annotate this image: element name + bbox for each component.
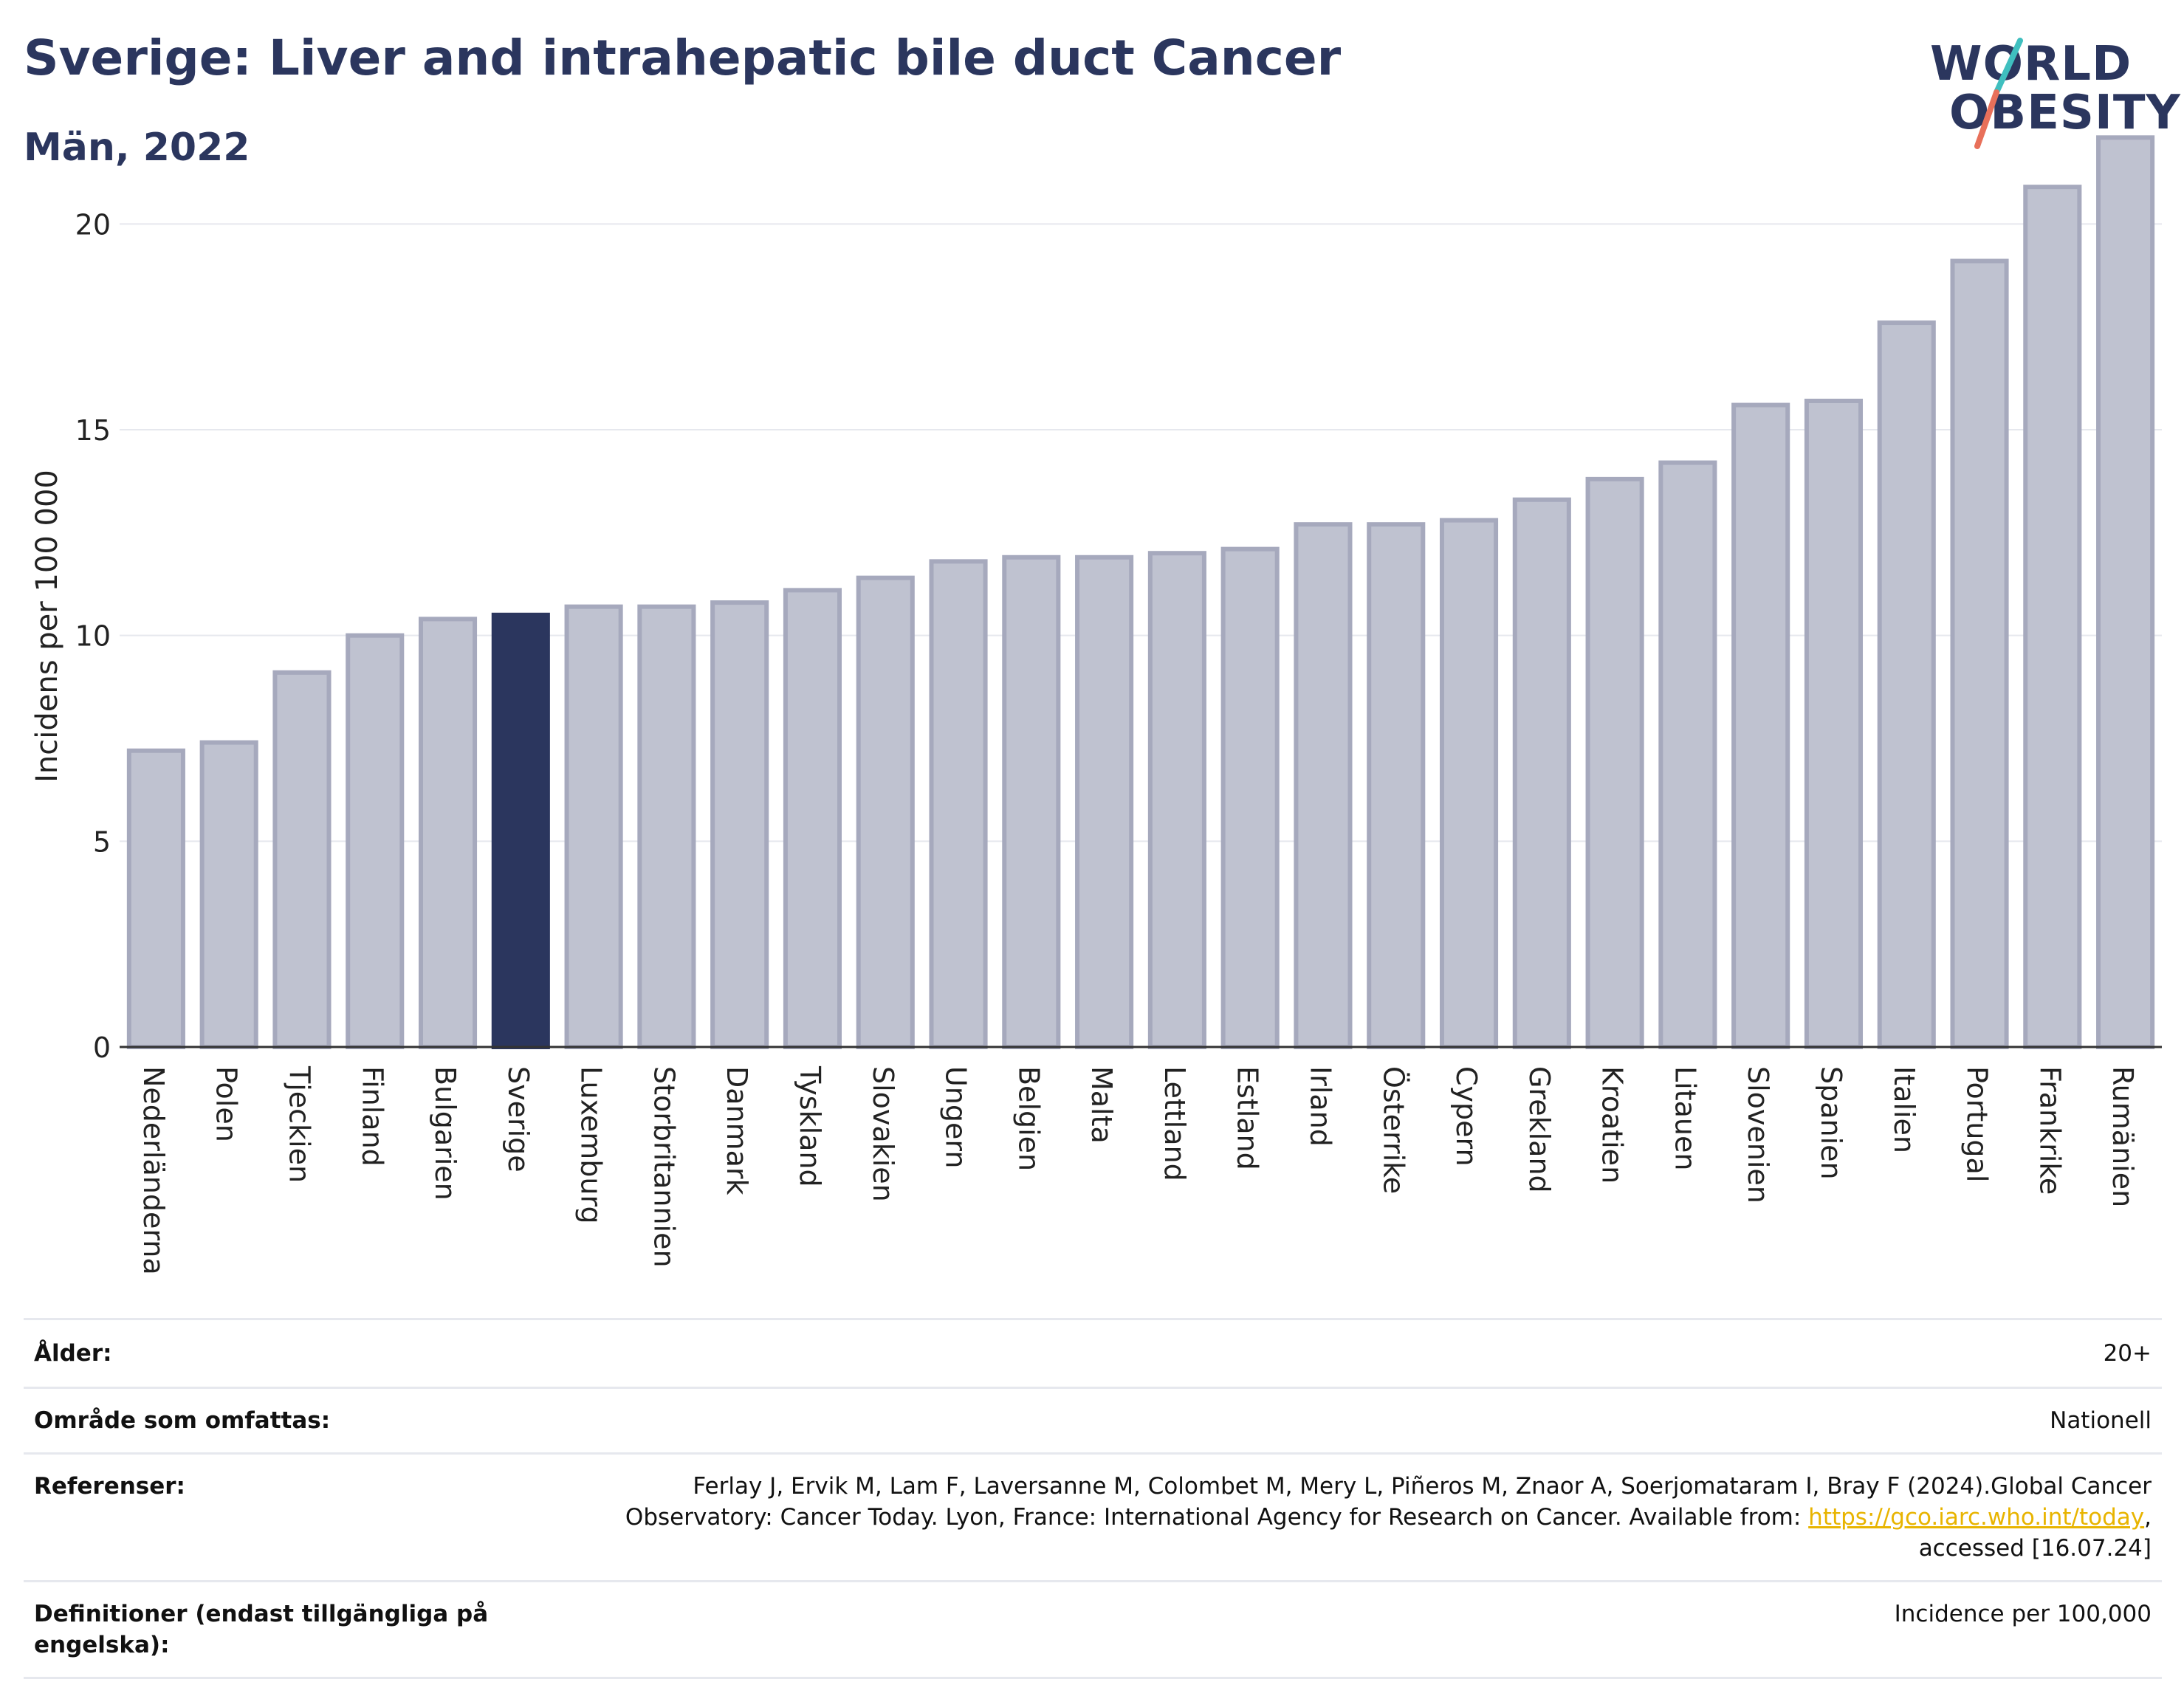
bar xyxy=(126,748,185,1049)
area-value: Nationell xyxy=(2050,1407,2152,1434)
bar xyxy=(2096,135,2155,1049)
bar xyxy=(418,617,478,1049)
x-tick-label: Danmark xyxy=(721,1066,753,1195)
x-tick-label: Belgien xyxy=(1012,1066,1045,1171)
info-row-area: Område som omfattas: Nationell xyxy=(24,1387,2162,1452)
x-tick-label: Tjeckien xyxy=(283,1065,315,1183)
bar xyxy=(1512,497,1571,1049)
bar xyxy=(346,633,405,1049)
x-tick-label: Grekland xyxy=(1523,1066,1556,1193)
world-obesity-logo: WORLD OBESITY xyxy=(1920,22,2180,155)
info-row-age: Ålder: 20+ xyxy=(24,1318,2162,1387)
references-text-4: accessed [16.07.24] xyxy=(1918,1535,2152,1562)
definitions-value: Incidence per 100,000 xyxy=(1894,1601,2152,1627)
bar xyxy=(783,588,842,1049)
y-axis-label: Incidens per 100 000 xyxy=(30,470,64,783)
x-tick-label: Italien xyxy=(1888,1066,1920,1153)
bar xyxy=(1075,555,1134,1049)
bar xyxy=(1585,476,1644,1049)
y-tick-label: 10 xyxy=(75,620,111,653)
y-tick-label: 20 xyxy=(75,208,111,241)
x-tick-label: Nederländerna xyxy=(137,1066,170,1275)
x-tick-label: Slovakien xyxy=(867,1066,899,1202)
bar xyxy=(1804,398,1864,1049)
bar xyxy=(1658,460,1717,1049)
bar xyxy=(856,575,915,1049)
x-tick-label: Finland xyxy=(356,1066,388,1167)
x-tick-label: Luxemburg xyxy=(575,1066,608,1224)
bar xyxy=(199,740,258,1049)
age-label: Ålder: xyxy=(34,1340,112,1367)
x-tick-label: Slovenien xyxy=(1742,1066,1774,1204)
x-tick-label: Bulgarien xyxy=(429,1066,461,1201)
x-tick-label: Sverige xyxy=(502,1066,535,1173)
y-tick-label: 15 xyxy=(75,414,111,447)
bar xyxy=(1439,518,1499,1049)
x-tick-label: Malta xyxy=(1085,1066,1118,1144)
y-tick-label: 0 xyxy=(93,1031,111,1064)
x-tick-label: Tyskland xyxy=(794,1065,826,1187)
references-label: Referenser: xyxy=(34,1473,185,1500)
x-tick-label: Ungern xyxy=(940,1066,972,1168)
x-tick-label: Portugal xyxy=(1961,1066,1994,1182)
page-title: Sverige: Liver and intrahepatic bile duc… xyxy=(24,30,1342,86)
bar xyxy=(1731,402,1790,1049)
logo-line-1: WORLD xyxy=(1930,37,2132,92)
x-tick-label: Estland xyxy=(1232,1066,1264,1170)
bar xyxy=(564,604,623,1049)
bar xyxy=(1002,555,1061,1049)
x-tick-label: Rumänien xyxy=(2106,1066,2139,1207)
bar xyxy=(637,604,696,1049)
x-tick-label: Polen xyxy=(210,1066,243,1142)
x-tick-label: Frankrike xyxy=(2033,1066,2066,1195)
x-tick-label: Kroatien xyxy=(1596,1066,1629,1184)
x-tick-label: Cypern xyxy=(1450,1066,1483,1167)
references-link[interactable]: https://gco.iarc.who.int/today xyxy=(1808,1504,2145,1531)
y-tick-label: 5 xyxy=(93,825,111,858)
references-text-1: Ferlay J, Ervik M, Lam F, Laversanne M, … xyxy=(693,1473,2152,1500)
bar-chart: 0 5 10 15 20 Nederländerna Polen Tjeckien Finlan… xyxy=(75,135,2162,1275)
age-value: 20+ xyxy=(2103,1340,2152,1367)
bar xyxy=(1367,522,1426,1049)
bar xyxy=(710,600,769,1049)
bar xyxy=(491,612,550,1049)
area-label: Område som omfattas: xyxy=(34,1407,331,1434)
bar xyxy=(929,559,988,1049)
info-row-references: Referenser: Ferlay J, Ervik M, Lam F, La… xyxy=(24,1452,2162,1580)
x-tick-label: Irland xyxy=(1304,1066,1336,1147)
bar xyxy=(1294,522,1353,1049)
x-tick-label: Spanien xyxy=(1815,1066,1847,1180)
logo-slash-icon xyxy=(1974,38,2023,149)
x-tick-label: Litauen xyxy=(1669,1066,1701,1170)
bar xyxy=(272,670,332,1049)
x-tick-label: Storbritannien xyxy=(648,1066,680,1268)
bar xyxy=(2023,185,2082,1049)
bar xyxy=(1147,551,1206,1049)
page-subtitle: Män, 2022 xyxy=(24,126,250,170)
info-row-definitions: Definitioner (endast tillgängliga på eng… xyxy=(24,1580,2162,1679)
bar xyxy=(1877,320,1936,1049)
x-tick-label: Lettland xyxy=(1158,1066,1191,1181)
bar xyxy=(1220,546,1280,1049)
references-value: Ferlay J, Ervik M, Lam F, Laversanne M, … xyxy=(625,1471,2152,1564)
references-text-2: Observatory: Cancer Today. Lyon, France:… xyxy=(625,1504,1809,1531)
references-text-3: , xyxy=(2144,1504,2152,1531)
bar xyxy=(1950,258,2009,1050)
definitions-label: Definitioner (endast tillgängliga på eng… xyxy=(34,1601,489,1658)
info-table: Ålder: 20+ Område som omfattas: Nationel… xyxy=(24,1318,2162,1679)
x-tick-label: Österrike xyxy=(1377,1066,1409,1194)
